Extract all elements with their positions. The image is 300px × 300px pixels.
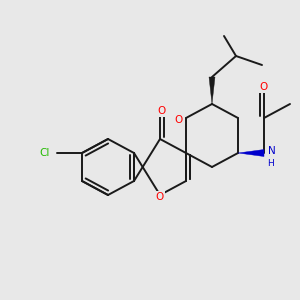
Text: O: O [260,82,268,92]
Text: N: N [268,146,276,156]
Text: Cl: Cl [40,148,50,158]
Polygon shape [209,77,215,104]
Polygon shape [238,149,264,157]
Text: O: O [156,192,164,202]
Text: O: O [158,106,166,116]
Text: H: H [267,160,273,169]
Text: O: O [175,115,183,125]
